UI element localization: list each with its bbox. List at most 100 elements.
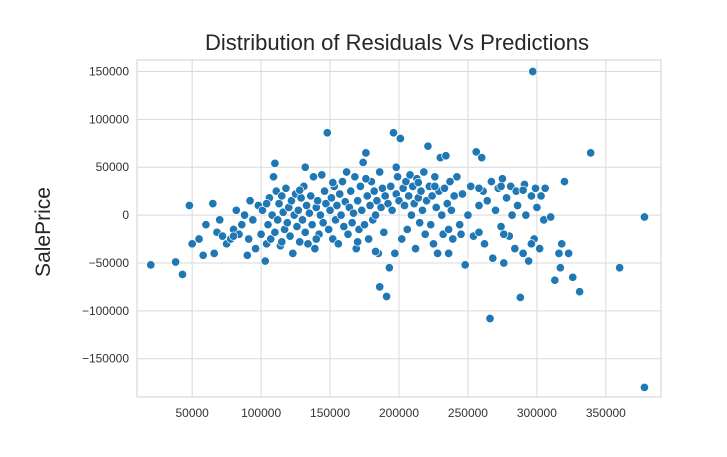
data-point: [208, 199, 218, 209]
y-tick-label: 150000: [89, 64, 129, 78]
data-point: [319, 186, 330, 196]
data-point: [295, 237, 305, 247]
data-point: [302, 200, 312, 211]
data-point: [393, 172, 403, 182]
data-point: [310, 244, 320, 254]
data-point: [490, 205, 501, 215]
data-point: [318, 218, 328, 228]
data-point: [359, 220, 370, 230]
data-point: [457, 189, 467, 199]
data-point: [442, 199, 452, 209]
data-point: [404, 191, 414, 201]
data-point: [248, 215, 258, 225]
data-point: [321, 199, 331, 209]
data-point: [358, 157, 368, 167]
data-point: [257, 205, 268, 215]
data-point: [526, 191, 536, 201]
data-point: [513, 200, 523, 211]
data-point: [419, 167, 429, 177]
data-point: [311, 234, 321, 244]
data-point: [270, 158, 280, 168]
data-point: [430, 181, 440, 191]
data-point: [215, 215, 225, 225]
data-point: [217, 231, 228, 241]
data-point: [306, 191, 316, 201]
data-point: [324, 224, 334, 235]
data-point: [445, 177, 455, 187]
data-point: [474, 183, 484, 193]
x-tick-label: 250000: [448, 406, 488, 420]
data-point: [268, 172, 279, 182]
data-point: [410, 244, 421, 254]
data-point: [317, 170, 327, 180]
data-point: [325, 205, 335, 215]
data-point: [292, 222, 302, 232]
data-point: [463, 210, 473, 220]
data-point: [496, 222, 506, 232]
data-point: [386, 181, 396, 191]
data-point: [395, 133, 405, 144]
data-point: [270, 227, 280, 237]
data-point: [277, 191, 287, 201]
data-point: [347, 218, 357, 228]
data-point: [198, 250, 208, 260]
data-point: [273, 215, 283, 225]
data-point: [308, 172, 319, 182]
y-axis-label: SalePrice: [32, 187, 55, 277]
data-point: [521, 210, 531, 220]
x-tick-label: 200000: [379, 406, 419, 420]
data-point: [297, 215, 308, 225]
data-point: [417, 205, 427, 215]
data-point: [397, 234, 407, 244]
data-point: [375, 282, 385, 292]
data-point: [559, 177, 570, 187]
data-point: [353, 237, 363, 247]
data-point: [251, 244, 261, 254]
y-tick-label: −100000: [82, 304, 129, 318]
data-point: [355, 181, 365, 191]
data-point: [282, 218, 292, 228]
data-point: [554, 248, 564, 258]
data-point: [546, 212, 556, 222]
data-point: [300, 162, 310, 172]
data-point: [260, 256, 270, 266]
data-point: [507, 210, 517, 220]
data-point: [399, 200, 410, 211]
data-point: [510, 244, 520, 254]
data-point: [337, 177, 348, 187]
data-point: [439, 183, 450, 193]
data-point: [371, 246, 381, 257]
data-point: [416, 186, 426, 196]
data-point: [444, 248, 454, 258]
data-point: [564, 248, 574, 258]
data-point: [423, 141, 433, 151]
x-axis-ticks: 50000 100000 150000 200000 250000 300000 35000…: [175, 406, 626, 420]
data-point: [388, 128, 399, 138]
data-point: [300, 227, 310, 237]
data-point: [194, 234, 204, 244]
data-point: [328, 177, 338, 188]
data-point: [380, 191, 390, 201]
data-point: [444, 224, 454, 235]
data-point: [184, 200, 194, 211]
data-point: [502, 193, 512, 203]
data-point: [528, 66, 538, 77]
data-point: [499, 229, 509, 239]
data-point: [391, 162, 401, 172]
data-point: [266, 234, 276, 244]
y-tick-label: −150000: [82, 352, 129, 366]
y-tick-label: −50000: [89, 256, 130, 270]
data-point: [384, 263, 394, 273]
data-point: [413, 177, 423, 188]
data-point: [228, 231, 239, 241]
y-tick-label: 50000: [96, 160, 130, 174]
data-point: [532, 202, 542, 212]
data-point: [452, 172, 462, 182]
data-point: [415, 218, 425, 228]
data-point: [379, 227, 389, 237]
data-point: [365, 200, 375, 211]
data-point: [361, 174, 371, 184]
data-point: [286, 196, 296, 206]
x-tick-label: 350000: [586, 406, 626, 420]
